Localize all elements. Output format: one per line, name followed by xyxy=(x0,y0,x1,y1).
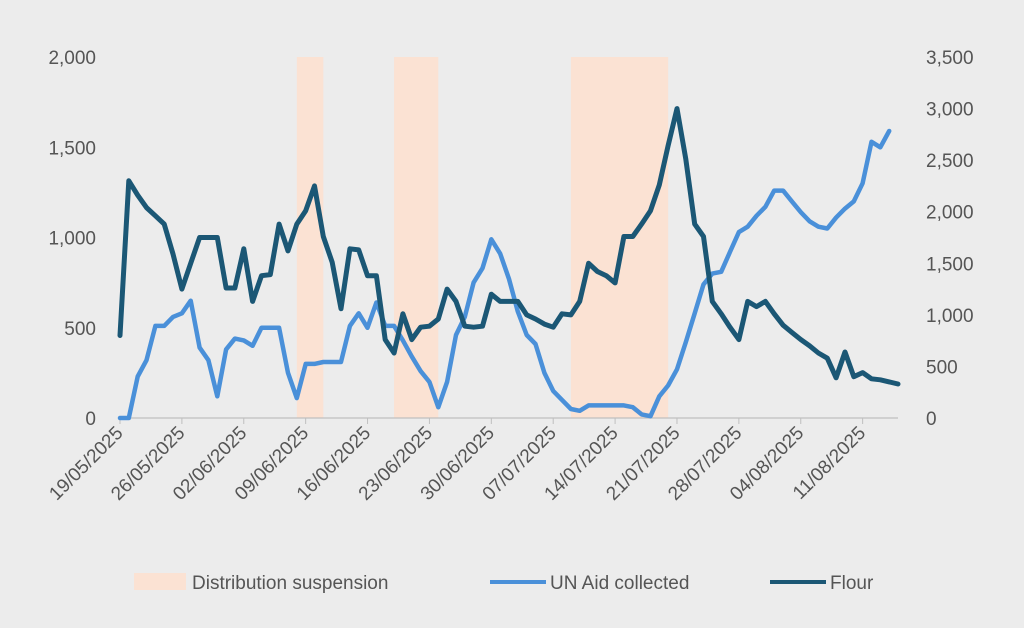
suspension-band-1 xyxy=(296,57,324,418)
y-right-tick-label: 0 xyxy=(926,409,937,430)
legend: Distribution suspension UN Aid collected F… xyxy=(134,573,874,594)
legend-label: Flour xyxy=(830,573,874,594)
y-left-tick-label: 1,500 xyxy=(48,138,96,159)
legend-label: Distribution suspension xyxy=(192,573,388,594)
y-left-tick-label: 1,000 xyxy=(48,229,96,250)
series-lines xyxy=(117,106,901,421)
series-line-flour xyxy=(117,106,901,387)
y-left-tick-label: 2,000 xyxy=(48,48,96,69)
legend-item-3: Flour xyxy=(770,573,874,594)
y-left-tick-label: 500 xyxy=(64,319,96,340)
legend-swatch-box xyxy=(134,573,186,590)
y-right-tick-label: 3,000 xyxy=(926,100,974,121)
y-right-tick-label: 2,500 xyxy=(926,151,974,172)
legend-item-1: Distribution suspension xyxy=(134,573,388,594)
y-right-tick-label: 3,500 xyxy=(926,48,974,69)
legend-label: UN Aid collected xyxy=(550,573,689,594)
y-left-tick-label: 0 xyxy=(85,409,96,430)
suspension-bands xyxy=(296,57,669,418)
series-line-un-aid-collected xyxy=(117,128,892,421)
y-right-tick-label: 2,000 xyxy=(926,203,974,224)
y-right-tick-label: 1,500 xyxy=(926,254,974,275)
legend-item-2: UN Aid collected xyxy=(490,573,689,594)
y-right-tick-label: 1,000 xyxy=(926,306,974,327)
suspension-band-2 xyxy=(394,57,439,418)
suspension-band-3 xyxy=(570,57,669,418)
y-right-tick-label: 500 xyxy=(926,357,958,378)
